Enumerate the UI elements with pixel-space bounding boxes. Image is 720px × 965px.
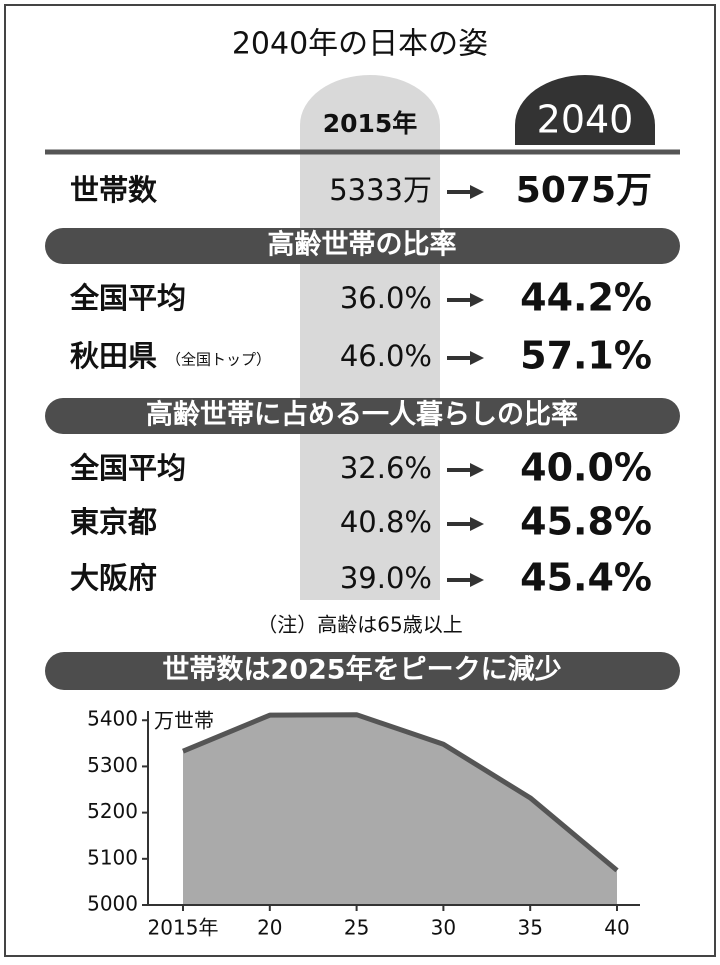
value-2015: 5333万	[329, 173, 432, 207]
row-label: 全国平均	[69, 281, 186, 315]
x-tick-label: 40	[604, 916, 629, 940]
row-label: 大阪府	[70, 561, 157, 595]
column-header: 2015年	[323, 109, 418, 138]
row-label: 全国平均	[69, 451, 186, 485]
highlight-column	[300, 75, 440, 600]
y-axis-label: 万世帯	[154, 709, 214, 733]
arrow-head	[470, 517, 484, 531]
column-header: 2040	[537, 98, 634, 142]
row-note: （全国トップ）	[166, 351, 271, 369]
row-label: 秋田県	[70, 339, 157, 373]
value-2040: 40.0%	[520, 446, 652, 490]
value-2015: 32.6%	[340, 451, 432, 485]
arrow-head	[470, 573, 484, 587]
row-label: 世帯数	[70, 173, 158, 207]
value-2040: 44.2%	[520, 276, 652, 320]
arrow-head	[470, 463, 484, 477]
value-2040: 45.4%	[520, 556, 652, 600]
row-label: 東京都	[70, 505, 157, 539]
y-tick-label: 5400	[87, 707, 138, 731]
y-tick-label: 5100	[87, 845, 138, 869]
y-tick-label: 5000	[87, 892, 138, 916]
value-2015: 46.0%	[340, 339, 432, 373]
area-line	[182, 712, 619, 873]
title: 2040年の日本の姿	[232, 27, 488, 62]
value-2015: 36.0%	[340, 281, 432, 315]
section-bar	[45, 398, 680, 434]
section-title: 高齢世帯に占める一人暮らしの比率	[146, 399, 578, 431]
section-bar	[45, 228, 680, 264]
value-2040: 57.1%	[520, 334, 652, 378]
x-tick-label: 30	[431, 916, 456, 940]
header-cap	[515, 75, 655, 145]
arrow-head	[470, 293, 484, 307]
section-title: 高齢世帯の比率	[268, 229, 457, 261]
x-tick-label: 20	[257, 916, 282, 940]
y-tick-label: 5200	[87, 799, 138, 823]
value-2040: 5075万	[516, 170, 652, 211]
x-tick-label: 35	[517, 916, 542, 940]
x-tick-label: 2015年	[148, 916, 219, 940]
section-bar	[45, 652, 680, 690]
x-tick-label: 25	[344, 916, 369, 940]
arrow-head	[470, 185, 484, 199]
value-2040: 45.8%	[520, 500, 652, 544]
value-2015: 40.8%	[340, 505, 432, 539]
section-title: 世帯数は2025年をピークに減少	[162, 654, 561, 686]
y-tick-label: 5300	[87, 753, 138, 777]
area	[183, 714, 617, 905]
value-2015: 39.0%	[340, 561, 432, 595]
arrow-head	[470, 351, 484, 365]
note: （注）高齢は65歳以上	[257, 613, 462, 637]
